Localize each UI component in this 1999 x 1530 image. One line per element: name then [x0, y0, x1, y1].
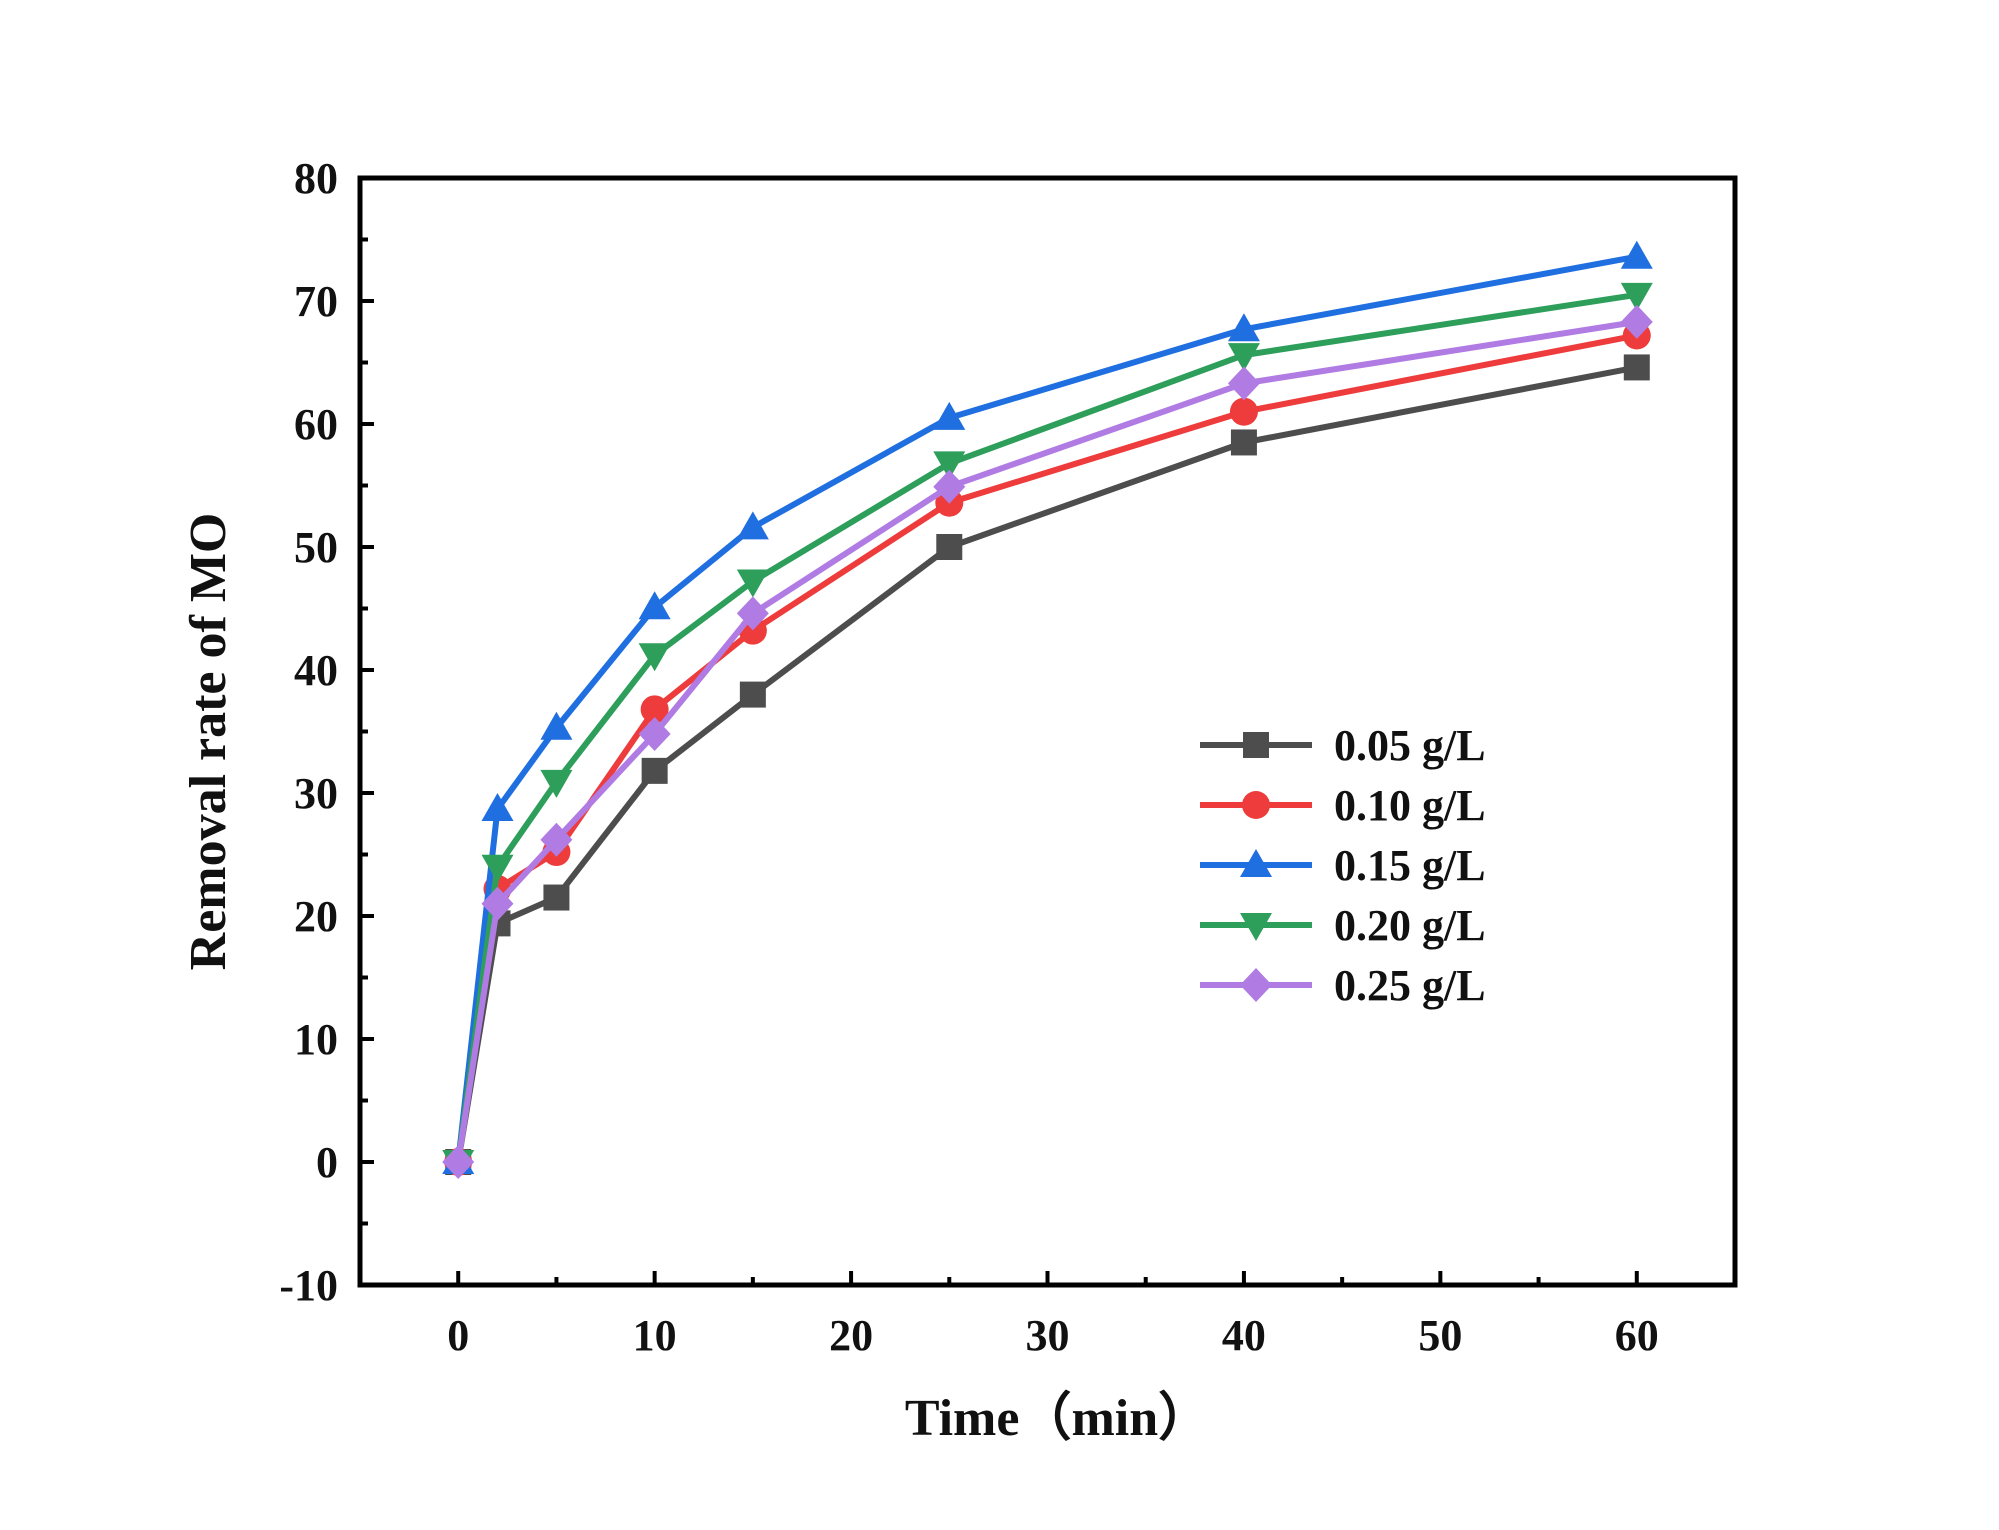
- legend-label: 0.05 g/L: [1334, 721, 1486, 770]
- y-tick-label: 80: [294, 154, 338, 203]
- y-tick-label: 70: [294, 277, 338, 326]
- data-point: [638, 591, 671, 620]
- data-point: [641, 757, 668, 784]
- y-tick-label: 40: [294, 646, 338, 695]
- legend-item: 0.25 g/L: [1200, 961, 1486, 1010]
- axis-ticks: [358, 176, 1737, 1287]
- data-point: [1227, 366, 1260, 401]
- legend-marker: [1240, 849, 1272, 877]
- data-point: [638, 643, 671, 672]
- data-point: [933, 469, 966, 504]
- legend-marker: [1240, 913, 1272, 941]
- series-line: [455, 253, 1638, 1163]
- data-point: [442, 1145, 475, 1179]
- y-tick-label: 30: [294, 769, 338, 818]
- legend-label: 0.25 g/L: [1334, 961, 1486, 1010]
- data-point: [540, 769, 573, 798]
- x-tick-label: 10: [633, 1311, 677, 1360]
- series-line: [455, 318, 1638, 1163]
- x-tick-label: 20: [829, 1311, 873, 1360]
- legend-label: 0.10 g/L: [1334, 781, 1486, 830]
- data-point: [933, 451, 966, 480]
- data-point: [540, 711, 573, 740]
- legend-item: 0.10 g/L: [1200, 781, 1486, 830]
- data-point: [1227, 313, 1260, 342]
- tick-labels: 0 10 20 30 40 50 60 -10 0 10 20 30 40 50 60 70 80: [279, 154, 1658, 1360]
- x-tick-label: 60: [1615, 1311, 1659, 1360]
- data-point: [933, 401, 966, 430]
- data-point: [540, 822, 573, 857]
- x-tick-label: 0: [447, 1311, 469, 1360]
- legend-item: 0.20 g/L: [1200, 901, 1486, 950]
- legend-marker: [1242, 791, 1270, 819]
- legend-label: 0.20 g/L: [1334, 901, 1486, 950]
- data-point: [1620, 304, 1653, 339]
- legend-item: 0.15 g/L: [1200, 841, 1486, 890]
- x-axis-title: Time（min）: [905, 1389, 1210, 1447]
- data-point: [736, 596, 769, 631]
- y-tick-label: 50: [294, 523, 338, 572]
- series-layer: [442, 240, 1653, 1179]
- data-point: [1230, 429, 1257, 456]
- data-point: [1623, 354, 1650, 381]
- x-tick-label: 50: [1418, 1311, 1462, 1360]
- y-tick-label: 20: [294, 892, 338, 941]
- data-point: [1227, 343, 1260, 372]
- data-point: [736, 569, 769, 598]
- data-point: [1620, 240, 1653, 269]
- series-5: [442, 304, 1653, 1179]
- data-point: [936, 534, 963, 560]
- data-point: [543, 884, 570, 911]
- data-point: [481, 886, 514, 921]
- data-point: [638, 716, 671, 751]
- y-tick-label: -10: [279, 1261, 338, 1310]
- y-tick-label: 0: [316, 1138, 338, 1187]
- y-axis-title: Removal rate of MO: [180, 513, 237, 971]
- data-point: [481, 792, 514, 821]
- legend-item: 0.05 g/L: [1200, 721, 1486, 770]
- x-tick-label: 40: [1222, 1311, 1266, 1360]
- data-point: [1229, 397, 1258, 426]
- legend-marker: [1240, 968, 1272, 1002]
- legend: 0.05 g/L 0.10 g/L 0.15 g/L 0.20 g/L 0.25 g/L: [1200, 721, 1486, 1010]
- data-point: [640, 695, 669, 724]
- legend-marker: [1243, 732, 1269, 758]
- data-point: [736, 511, 769, 540]
- series-3: [442, 240, 1653, 1174]
- y-tick-label: 60: [294, 400, 338, 449]
- y-tick-label: 10: [294, 1015, 338, 1064]
- legend-label: 0.15 g/L: [1334, 841, 1486, 890]
- series-line: [455, 291, 1638, 1163]
- data-point: [739, 681, 766, 708]
- data-point: [481, 854, 514, 883]
- x-tick-label: 30: [1026, 1311, 1070, 1360]
- data-point: [1620, 282, 1653, 311]
